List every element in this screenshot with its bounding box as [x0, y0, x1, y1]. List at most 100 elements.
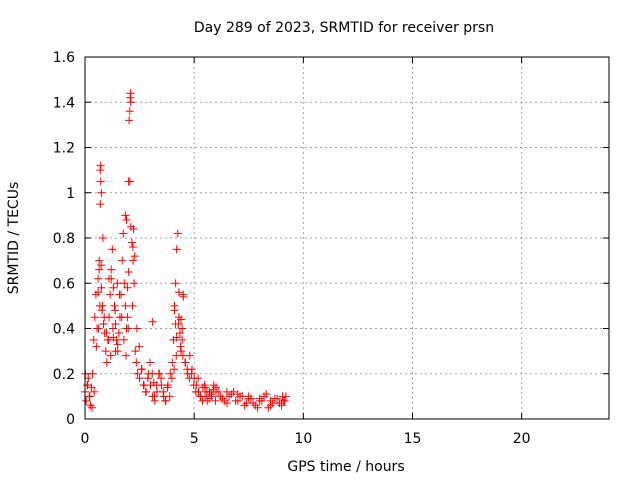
data-point	[139, 381, 148, 390]
data-point	[148, 317, 157, 326]
data-point	[187, 369, 196, 378]
data-point	[179, 292, 188, 301]
data-point	[82, 396, 91, 405]
data-point	[236, 392, 245, 401]
data-point	[166, 369, 175, 378]
data-point	[85, 392, 94, 401]
data-point	[191, 387, 200, 396]
data-point	[150, 392, 159, 401]
data-point	[108, 245, 117, 254]
data-point	[113, 279, 122, 288]
y-tick-label: 1.2	[53, 141, 75, 157]
data-point	[104, 335, 113, 344]
data-point	[189, 381, 198, 390]
data-point	[88, 369, 97, 378]
data-point	[194, 374, 203, 383]
data-point	[129, 256, 138, 265]
data-point	[122, 351, 131, 360]
x-tick-label: 20	[513, 431, 531, 447]
y-tick-label: 1.4	[53, 95, 75, 111]
data-point	[124, 267, 133, 276]
data-point	[233, 390, 242, 399]
data-point	[129, 224, 138, 233]
data-point	[111, 347, 120, 356]
data-point	[98, 234, 107, 242]
data-point	[137, 365, 146, 374]
data-point	[251, 401, 260, 410]
data-point	[95, 256, 104, 265]
data-point	[255, 394, 264, 403]
data-point	[211, 396, 220, 405]
data-point	[91, 290, 100, 299]
data-point	[96, 161, 105, 170]
data-point	[135, 374, 144, 383]
data-point	[154, 369, 163, 378]
data-point	[92, 342, 101, 351]
data-point	[94, 288, 103, 297]
data-point	[183, 365, 192, 374]
data-point	[175, 329, 184, 338]
data-point	[222, 387, 231, 396]
data-point	[84, 374, 93, 383]
data-point	[161, 396, 170, 405]
data-point	[220, 396, 229, 405]
data-point	[114, 329, 123, 338]
data-point	[94, 324, 103, 333]
data-point	[146, 358, 155, 367]
data-point	[108, 324, 117, 333]
data-point	[128, 301, 137, 310]
data-point	[125, 177, 134, 186]
y-tick-label: 1	[66, 186, 75, 202]
data-point	[94, 274, 103, 283]
data-point	[121, 211, 130, 220]
data-point	[115, 290, 124, 299]
data-point	[119, 335, 128, 344]
data-point	[129, 243, 138, 252]
data-point	[270, 394, 279, 403]
data-point	[277, 399, 286, 408]
data-point	[178, 351, 187, 360]
data-point	[231, 396, 240, 405]
data-point	[125, 107, 134, 116]
data-point	[125, 116, 134, 125]
data-point	[131, 347, 140, 356]
data-points	[81, 89, 290, 412]
data-point	[257, 396, 266, 405]
data-point	[86, 401, 95, 410]
data-point	[123, 283, 132, 292]
data-point	[135, 342, 144, 351]
data-point	[100, 313, 109, 322]
chart-title: Day 289 of 2023, SRMTID for receiver prs…	[194, 20, 494, 36]
data-point	[177, 315, 186, 324]
x-tick-label: 5	[190, 431, 199, 447]
data-point	[214, 387, 223, 396]
data-point	[180, 358, 189, 367]
data-point	[132, 358, 141, 367]
data-point	[90, 387, 99, 396]
data-point	[165, 392, 174, 401]
data-point	[102, 329, 111, 338]
data-point	[89, 335, 98, 344]
data-point	[113, 340, 122, 349]
data-point	[222, 399, 231, 408]
data-point	[109, 283, 118, 292]
data-point	[198, 396, 207, 405]
y-tick-label: 1.6	[53, 50, 75, 66]
data-point	[171, 319, 180, 328]
data-point	[105, 274, 114, 283]
data-point	[122, 215, 131, 224]
data-point	[185, 374, 194, 383]
data-point	[87, 403, 96, 412]
data-point	[106, 290, 115, 299]
data-point	[90, 313, 99, 322]
data-point	[225, 392, 234, 401]
y-tick-label: 0.6	[53, 276, 75, 292]
data-point	[168, 358, 177, 367]
data-point	[110, 301, 119, 310]
data-point	[133, 369, 142, 378]
data-point	[96, 200, 105, 209]
tick-labels: 0 0.2 0.4 0.6 0.8 1 1.2 1.4 1.6 0 5 10 15 20	[53, 50, 531, 447]
data-point	[205, 394, 214, 403]
data-point	[260, 392, 269, 401]
data-point	[178, 324, 187, 333]
